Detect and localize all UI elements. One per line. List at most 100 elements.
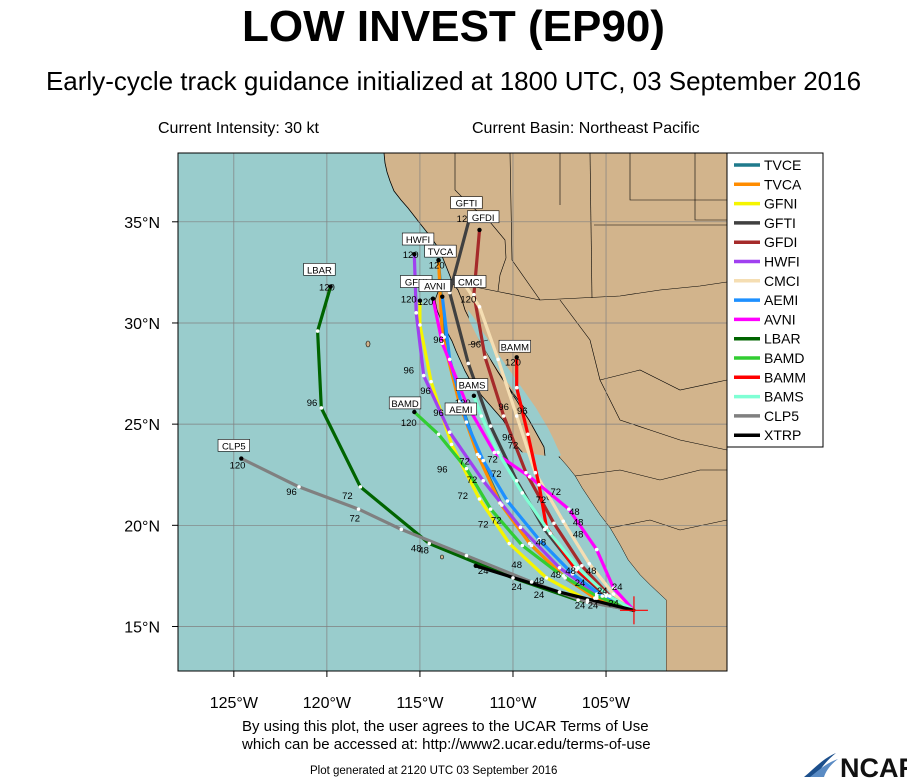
track-point	[548, 531, 553, 536]
track-point	[514, 478, 519, 483]
terms-line-2-text: which can be accessed at: http://www2.uc…	[242, 736, 651, 753]
legend-label-tvce: TVCE	[764, 157, 801, 173]
model-label-box	[444, 402, 477, 416]
page-title: LOW INVEST (EP90)	[242, 2, 665, 51]
legend-label-gfti: GFTI	[764, 215, 796, 231]
border-newmexico	[589, 153, 593, 299]
lat-tick-label: 25°N	[124, 417, 160, 434]
track-point	[572, 566, 577, 570]
track-point	[567, 507, 571, 511]
track-point	[427, 541, 432, 546]
forecast-hour-label: 24	[478, 566, 489, 577]
track-point	[524, 470, 528, 475]
track-point	[436, 258, 441, 263]
legend-label-xtrp: XTRP	[764, 427, 801, 443]
track-point	[496, 357, 500, 362]
forecast-hour-label: 120	[401, 295, 417, 306]
track-point	[514, 385, 519, 390]
model-label: AVNI	[424, 282, 445, 293]
track-point	[611, 592, 616, 596]
border-us-mexico	[451, 281, 727, 301]
forecast-hour-label: 96	[517, 406, 528, 417]
track-point	[552, 521, 556, 526]
track-point	[507, 541, 512, 546]
forecast-hour-label: 48	[418, 546, 429, 557]
track-point	[417, 298, 423, 303]
track-point	[561, 519, 566, 524]
forecast-hour-label: 120	[403, 250, 419, 261]
model-label: GFTI	[456, 199, 478, 210]
forecast-hour-label: 120	[418, 297, 434, 308]
model-label-box	[401, 232, 435, 246]
track-point	[471, 393, 477, 399]
forecast-hour-label: 120	[460, 295, 476, 306]
track-point	[414, 311, 419, 315]
forecast-hour-label: 48	[511, 560, 522, 571]
border-baja-south	[467, 339, 489, 346]
legend-label-bams: BAMS	[764, 389, 804, 405]
forecast-hour-label: 72	[487, 455, 498, 466]
track-point	[436, 432, 441, 437]
track-point	[518, 525, 523, 530]
forecast-hour-label: 120	[457, 214, 473, 225]
forecast-hour-label: 72	[491, 469, 502, 480]
forecast-hour-label: 24	[511, 582, 522, 593]
forecast-hour-label: 48	[573, 529, 584, 540]
track-point	[315, 329, 320, 333]
lon-tick-label: 125°W	[210, 695, 259, 712]
ncar-logo: NCAR	[804, 753, 907, 780]
forecast-hour-labels: 1201201201201201201201201201201209696969…	[230, 214, 623, 611]
track-point	[466, 361, 471, 366]
lon-tick-label: 110°W	[489, 695, 537, 712]
forecast-hour-label: 72	[536, 495, 547, 506]
model-label-box	[455, 378, 489, 391]
model-label: BAMD	[391, 399, 419, 410]
forecast-hour-label: 96	[403, 366, 414, 377]
track-point	[557, 590, 562, 594]
forecast-hour-label: 120	[505, 357, 521, 368]
track-point	[505, 499, 510, 503]
track-point	[570, 572, 575, 576]
model-label-box	[303, 263, 336, 276]
model-label: CMCI	[458, 278, 482, 289]
track-point	[464, 420, 469, 424]
forecast-hour-label: 72	[342, 491, 353, 502]
forecast-hour-label: 120	[429, 260, 445, 271]
forecast-hour-label: 48	[573, 517, 584, 528]
model-label-box	[498, 339, 531, 353]
track-point	[297, 485, 301, 489]
generated-timestamp: Plot generated at 2120 UTC 03 September …	[310, 765, 558, 777]
track-point	[501, 414, 506, 418]
legend-label-aemi: AEMI	[764, 292, 798, 308]
forecast-hour-label: 48	[586, 566, 597, 577]
track-point	[576, 598, 580, 602]
forecast-hour-label: 24	[534, 590, 545, 601]
forecast-hour-label: 72	[491, 515, 502, 526]
track-point	[527, 474, 532, 479]
current-intensity: Current Intensity: 30 kt	[158, 120, 319, 137]
model-label: GFNI	[405, 278, 428, 289]
model-label: HWFI	[406, 235, 430, 246]
model-label: BAMS	[459, 381, 486, 392]
track-point	[498, 501, 502, 505]
track-point	[557, 572, 562, 576]
model-label-box	[217, 439, 250, 452]
forecast-hour-label: 72	[459, 457, 470, 468]
border-california-nevada	[454, 153, 507, 292]
track-point	[449, 442, 454, 447]
forecast-hour-label: 24	[588, 600, 599, 611]
forecast-hour-label: 24	[575, 600, 586, 611]
lat-tick-label: 15°N	[124, 619, 160, 636]
track-point	[520, 543, 525, 548]
track-point	[358, 485, 363, 489]
legend-label-bamd: BAMD	[764, 350, 804, 366]
axis-labels: 125°W 120°W 115°W 110°W 105°W 15°N 20°N 25°N 30°…	[124, 215, 631, 712]
track-point	[464, 466, 469, 471]
track-point	[481, 478, 486, 483]
track-point	[604, 592, 608, 596]
track-point	[544, 525, 549, 530]
ncar-logo-swoosh-2	[810, 759, 838, 777]
legend-label-cmci: CMCI	[764, 273, 800, 289]
